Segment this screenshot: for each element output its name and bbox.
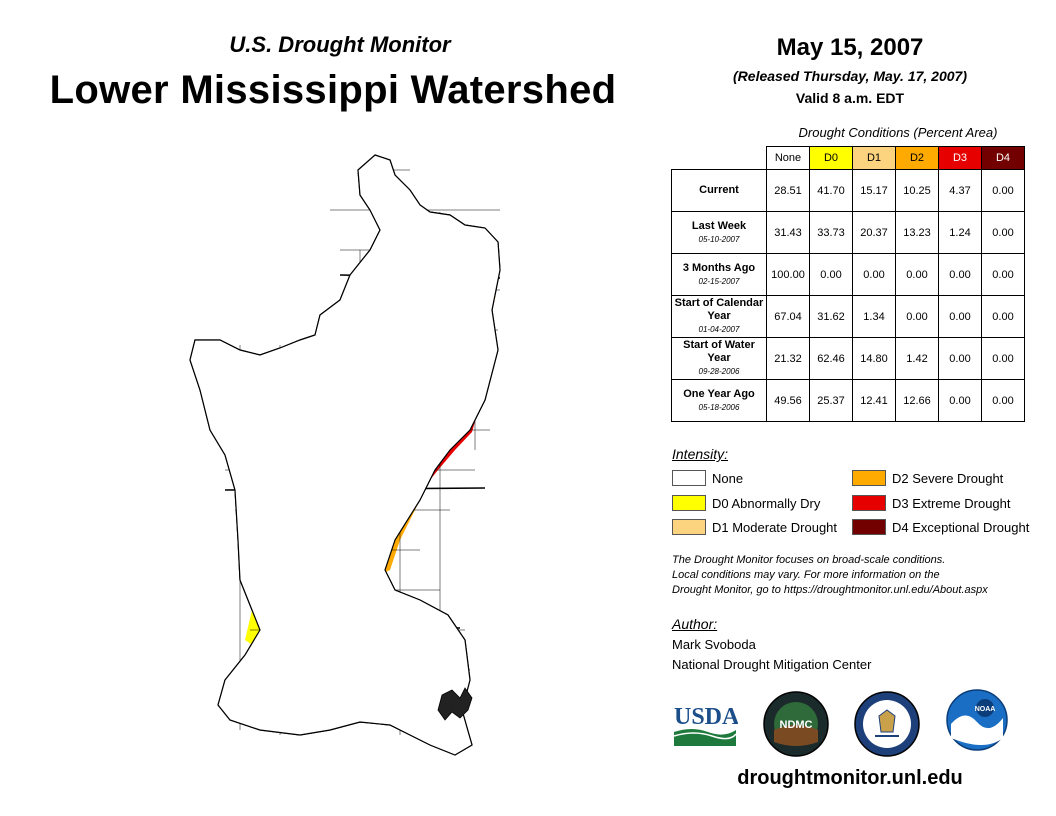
map-date: May 15, 2007 xyxy=(776,34,924,61)
cell-d4: 0.00 xyxy=(981,379,1025,422)
author-org: National Drought Mitigation Center xyxy=(672,657,872,672)
ndmc-logo-text: NDMC xyxy=(780,719,813,731)
cell-d1: 12.41 xyxy=(852,379,896,422)
legend-swatch-d0 xyxy=(672,495,706,511)
cell-d1: 14.80 xyxy=(852,337,896,380)
col-header-d1: D1 xyxy=(852,146,896,170)
legend-label-d3: D3 Extreme Drought xyxy=(892,495,1011,511)
drought-map xyxy=(189,154,501,756)
legend-item-d4: D4 Exceptional Drought xyxy=(852,519,1029,535)
cell-d2: 1.42 xyxy=(895,337,939,380)
cell-none: 28.51 xyxy=(766,169,810,212)
usda-logo-text: USDA xyxy=(674,704,738,730)
cell-d2: 10.25 xyxy=(895,169,939,212)
cell-d4: 0.00 xyxy=(981,211,1025,254)
disclaimer-note: The Drought Monitor focuses on broad-sca… xyxy=(672,553,1042,598)
cell-d0: 31.62 xyxy=(809,295,853,338)
usda-logo: USDA xyxy=(673,704,738,746)
cell-d0: 33.73 xyxy=(809,211,853,254)
cell-d1: 15.17 xyxy=(852,169,896,212)
map-subtitle: U.S. Drought Monitor xyxy=(229,32,451,57)
coastal-marsh xyxy=(437,687,473,721)
col-header-d3: D3 xyxy=(938,146,982,170)
cell-d3: 0.00 xyxy=(938,253,982,296)
cell-d3: 0.00 xyxy=(938,337,982,380)
noaa-logo: NOAA xyxy=(946,689,1008,751)
cell-none: 67.04 xyxy=(766,295,810,338)
cell-none: 100.00 xyxy=(766,253,810,296)
cell-d0: 41.70 xyxy=(809,169,853,212)
legend-swatch-d1 xyxy=(672,519,706,535)
legend-swatch-d3 xyxy=(852,495,886,511)
cell-d3: 1.24 xyxy=(938,211,982,254)
cell-d3: 0.00 xyxy=(938,379,982,422)
legend-swatch-d4 xyxy=(852,519,886,535)
cell-d0: 25.37 xyxy=(809,379,853,422)
drought-stats-table: None D0 D1 D2 D3 D4 Current 28.51 41.70 … xyxy=(671,146,1025,422)
release-date: (Released Thursday, May. 17, 2007) xyxy=(733,68,967,84)
row-label: Start of Water Year 09-28-2006 xyxy=(671,337,767,380)
website-link[interactable]: droughtmonitor.unl.edu xyxy=(737,767,963,789)
cell-d4: 0.00 xyxy=(981,337,1025,380)
noaa-logo-text: NOAA xyxy=(975,706,996,713)
col-header-d4: D4 xyxy=(981,146,1025,170)
intensity-title: Intensity: xyxy=(672,446,729,462)
row-label: Current xyxy=(671,169,767,212)
valid-time: Valid 8 a.m. EDT xyxy=(795,90,905,106)
author-title: Author: xyxy=(672,616,718,632)
legend-label-d0: D0 Abnormally Dry xyxy=(712,495,821,511)
cell-d4: 0.00 xyxy=(981,295,1025,338)
row-label: 3 Months Ago 02-15-2007 xyxy=(671,253,767,296)
note-line: The Drought Monitor focuses on broad-sca… xyxy=(672,554,946,566)
cell-none: 31.43 xyxy=(766,211,810,254)
legend-item-none: None xyxy=(672,470,743,486)
table-row: Start of Calendar Year 01-04-2007 67.04 3… xyxy=(671,295,1025,338)
col-header-d0: D0 xyxy=(809,146,853,170)
note-line: Local conditions may vary. For more info… xyxy=(672,569,940,581)
cell-d2: 0.00 xyxy=(895,295,939,338)
note-line: Drought Monitor, go to https://droughtmo… xyxy=(672,584,988,596)
cell-d1: 20.37 xyxy=(852,211,896,254)
table-row: 3 Months Ago 02-15-2007 100.00 0.00 0.00 … xyxy=(671,253,1025,296)
cell-d3: 0.00 xyxy=(938,295,982,338)
row-label: One Year Ago 05-18-2006 xyxy=(671,379,767,422)
commerce-seal-logo xyxy=(854,691,920,757)
cell-d0: 62.46 xyxy=(809,337,853,380)
cell-d2: 0.00 xyxy=(895,253,939,296)
legend-item-d0: D0 Abnormally Dry xyxy=(672,495,820,511)
map-title: Lower Mississippi Watershed xyxy=(49,68,617,112)
author-name: Mark Svoboda xyxy=(672,637,756,652)
legend-item-d2: D2 Severe Drought xyxy=(852,470,1003,486)
cell-d1: 1.34 xyxy=(852,295,896,338)
legend-swatch-none xyxy=(672,470,706,486)
table-row: One Year Ago 05-18-2006 49.56 25.37 12.41… xyxy=(671,379,1025,422)
table-corner xyxy=(672,147,767,170)
legend-swatch-d2 xyxy=(852,470,886,486)
cell-d3: 4.37 xyxy=(938,169,982,212)
cell-d0: 0.00 xyxy=(809,253,853,296)
legend-label-none: None xyxy=(712,470,744,486)
cell-d4: 0.00 xyxy=(981,169,1025,212)
legend-label-d2: D2 Severe Drought xyxy=(892,470,1004,486)
cell-d1: 0.00 xyxy=(852,253,896,296)
table-caption: Drought Conditions (Percent Area) xyxy=(798,125,998,140)
cell-none: 21.32 xyxy=(766,337,810,380)
cell-d4: 0.00 xyxy=(981,253,1025,296)
col-header-d2: D2 xyxy=(895,146,939,170)
row-label: Last Week 05-10-2007 xyxy=(671,211,767,254)
cell-d2: 13.23 xyxy=(895,211,939,254)
cell-d2: 12.66 xyxy=(895,379,939,422)
table-row: Current 28.51 41.70 15.17 10.25 4.37 0.0… xyxy=(671,169,1025,212)
legend-label-d4: D4 Exceptional Drought xyxy=(892,519,1030,535)
legend-item-d1: D1 Moderate Drought xyxy=(672,519,837,535)
ndmc-logo: NDMC xyxy=(763,691,829,757)
table-row: Start of Water Year 09-28-2006 21.32 62.4… xyxy=(671,337,1025,380)
table-row: Last Week 05-10-2007 31.43 33.73 20.37 13… xyxy=(671,211,1025,254)
cell-none: 49.56 xyxy=(766,379,810,422)
col-header-none: None xyxy=(766,146,810,170)
legend-item-d3: D3 Extreme Drought xyxy=(852,495,1011,511)
legend-label-d1: D1 Moderate Drought xyxy=(712,519,838,535)
row-label: Start of Calendar Year 01-04-2007 xyxy=(671,295,767,338)
